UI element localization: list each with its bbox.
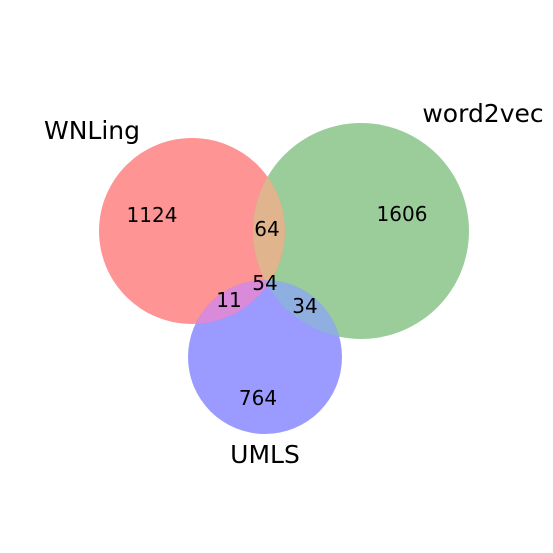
umls-set-label: UMLS	[230, 440, 300, 469]
word2vec-set-label: word2vec	[422, 99, 543, 128]
wnling-only-count: 1124	[127, 203, 178, 227]
umls-only-count: 764	[239, 386, 277, 410]
wnling-set-circle	[99, 138, 285, 324]
wnling-word2vec-count: 64	[254, 217, 279, 241]
word2vec-umls-overlap	[253, 280, 342, 339]
word2vec-only-count: 1606	[377, 202, 428, 226]
wnling-umls-count: 11	[216, 288, 241, 312]
word2vec-set-circle	[253, 123, 469, 339]
all-three-count: 54	[252, 271, 277, 295]
word2vec-umls-count: 34	[292, 294, 317, 318]
wnling-set-label: WNLing	[44, 116, 140, 145]
